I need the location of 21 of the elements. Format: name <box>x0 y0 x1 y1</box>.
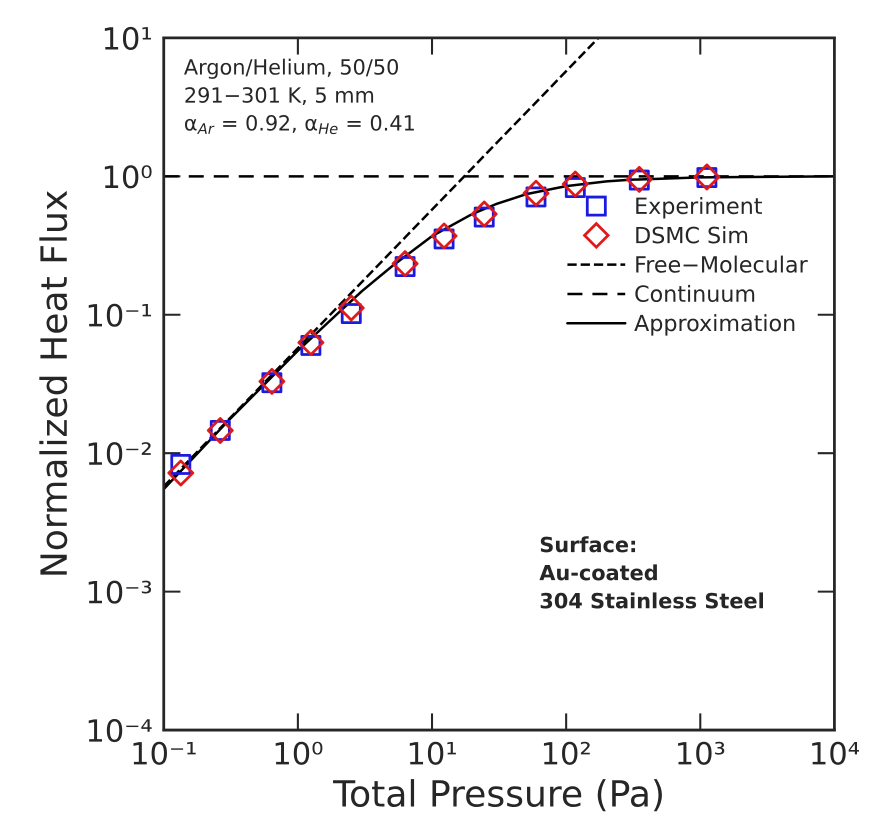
annotation: Surface: Au-coated 304 Stainless Steel <box>539 536 763 609</box>
legend-label: Experiment <box>636 196 762 218</box>
y-axis-title: Normalized Heat Flux <box>39 190 68 575</box>
y-tick-label: 10⁻³ <box>88 580 152 604</box>
y-tick-label: 10⁻¹ <box>88 304 151 327</box>
y-tick-label: 10⁻² <box>88 442 151 466</box>
x-tick-label: 10⁴ <box>812 742 860 765</box>
x-tick-label: 10⁰ <box>276 742 322 765</box>
legend-label: Free−Molecular <box>636 256 808 273</box>
y-tick-label: 10⁰ <box>104 165 152 188</box>
y-tick-label: 10¹ <box>104 26 151 50</box>
x-tick-label: 10² <box>544 742 590 765</box>
x-tick-label: 10¹ <box>410 742 456 765</box>
x-tick-label: 10⁻¹ <box>133 742 196 765</box>
x-axis-title: Total Pressure (Pa) <box>333 779 662 812</box>
legend-label: DSMC Sim <box>636 226 748 244</box>
legend-label: Approximation <box>634 314 794 336</box>
x-tick-label: 10³ <box>678 742 724 765</box>
annotation: Argon/Helium, 50/50 291−301 K, 5 mm α$_{Ar}$ = 0.92, α$_{He}$ = 0.41 <box>184 58 414 134</box>
y-tick-label: 10⁻⁴ <box>88 718 152 742</box>
legend-label: Continuum <box>635 284 754 302</box>
